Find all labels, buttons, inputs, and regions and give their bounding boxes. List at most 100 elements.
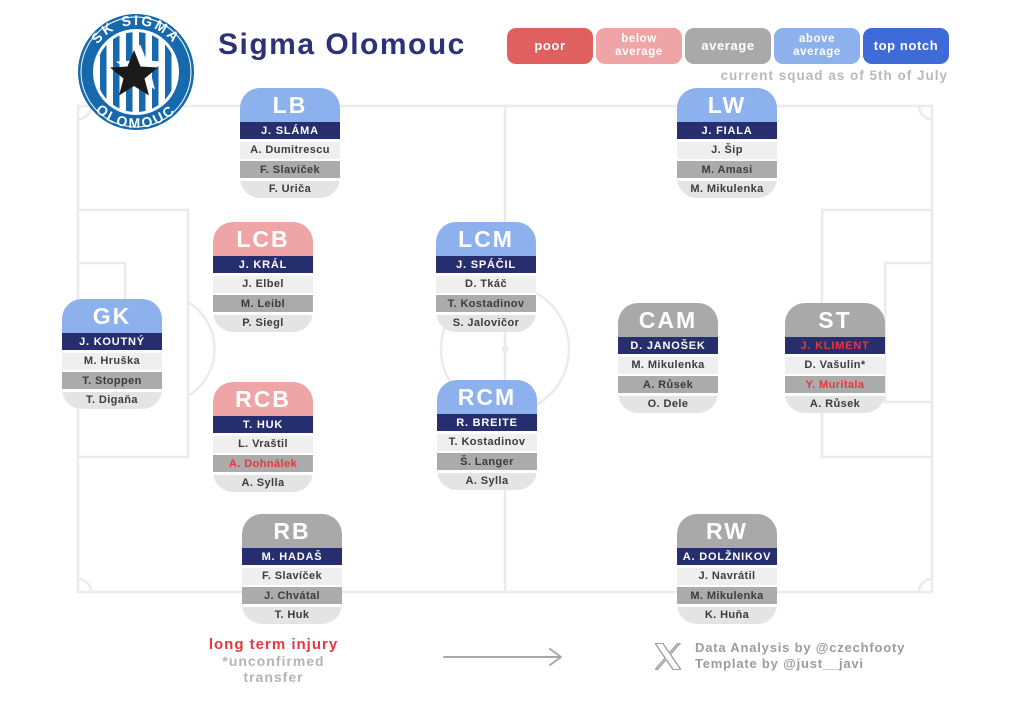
player-name: A. DOLŽNIKOV <box>682 550 772 563</box>
player-name: M. Amasi <box>701 163 753 176</box>
player-name: M. HADAŠ <box>261 550 323 563</box>
player-row: O. Dele <box>618 395 718 413</box>
player-list: J. KOUTNÝ M. Hruška T. Stoppen T. Digaňa <box>62 333 162 409</box>
center-spot <box>501 345 509 353</box>
player-name: T. Stoppen <box>82 374 142 387</box>
player-name: T. Kostadinov <box>447 297 525 310</box>
player-row: A. DOLŽNIKOV <box>677 548 777 565</box>
credit-line-analysis: Data Analysis by @czechfooty <box>695 640 906 655</box>
player-row: Y. Muritala <box>785 376 885 393</box>
x-logo-icon <box>655 642 681 670</box>
credit-text: Data Analysis by @czechfooty Template by… <box>695 640 905 673</box>
squad-date-note: current squad as of 5th of July <box>720 68 948 83</box>
position-code: RW <box>677 514 777 548</box>
player-row: D. JANOŠEK <box>618 337 718 354</box>
player-name: J. Navrátil <box>698 570 756 582</box>
player-list: J. FIALA J. Šip M. Amasi M. Mikulenka <box>677 122 777 198</box>
player-row: F. Slaviček <box>240 161 340 178</box>
position-card-rb: RB M. HADAŠ F. Slavíček J. Chvátal T. Hu… <box>242 514 342 624</box>
player-name: A. Sylla <box>465 475 509 487</box>
player-name: O. Dele <box>647 398 689 410</box>
player-row: J. KLIMENT <box>785 337 885 354</box>
player-row: M. HADAŠ <box>242 548 342 565</box>
legend-pill-average: average <box>685 28 771 64</box>
player-row: T. HUK <box>213 416 313 433</box>
player-name: J. FIALA <box>701 124 753 137</box>
legend-pill-above-average: above average <box>774 28 860 64</box>
player-row: J. KRÁL <box>213 256 313 273</box>
player-list: A. DOLŽNIKOV J. Navrátil M. Mikulenka K.… <box>677 548 777 624</box>
transfer-legend-note: *unconfirmed transfer <box>222 653 325 685</box>
player-list: J. SLÁMA A. Dumitrescu F. Slaviček F. Ur… <box>240 122 340 198</box>
position-card-lw: LW J. FIALA J. Šip M. Amasi M. Mikulenka <box>677 88 777 198</box>
page-title: Sigma Olomouc <box>218 28 466 61</box>
player-name: J. KRÁL <box>238 258 288 271</box>
player-list: J. KRÁL J. Elbel M. Leibl P. Siegl <box>213 256 313 332</box>
player-list: J. SPÁČIL D. Tkáč T. Kostadinov S. Jalov… <box>436 256 536 332</box>
position-code: RB <box>242 514 342 548</box>
position-code: LCM <box>436 222 536 256</box>
player-name: M. Mikulenka <box>631 359 705 371</box>
position-card-rw: RW A. DOLŽNIKOV J. Navrátil M. Mikulenka… <box>677 514 777 624</box>
player-name: J. KOUTNÝ <box>79 335 145 348</box>
player-row: T. Huk <box>242 606 342 624</box>
credits: Data Analysis by @czechfooty Template by… <box>655 640 905 673</box>
player-row: F. Uriča <box>240 180 340 198</box>
player-name: R. BREITE <box>456 416 518 429</box>
position-card-rcb: RCB T. HUK L. Vraštil A. Dohnálek A. Syl… <box>213 382 313 492</box>
position-card-lb: LB J. SLÁMA A. Dumitrescu F. Slaviček F.… <box>240 88 340 198</box>
player-row: M. Mikulenka <box>618 356 718 374</box>
position-card-cam: CAM D. JANOŠEK M. Mikulenka A. Růsek O. … <box>618 303 718 413</box>
player-row: Š. Langer <box>437 453 537 470</box>
player-name: J. SPÁČIL <box>456 258 516 271</box>
player-name: Š. Langer <box>460 455 514 468</box>
player-name: F. Uriča <box>268 183 312 195</box>
player-name: J. KLIMENT <box>800 339 870 352</box>
position-code: ST <box>785 303 885 337</box>
player-list: D. JANOŠEK M. Mikulenka A. Růsek O. Dele <box>618 337 718 413</box>
player-row: J. KOUTNÝ <box>62 333 162 350</box>
player-name: K. Huňa <box>704 609 750 621</box>
player-name: Y. Muritala <box>805 378 865 391</box>
position-code: LW <box>677 88 777 122</box>
player-row: T. Kostadinov <box>436 295 536 312</box>
player-name: D. JANOŠEK <box>630 339 706 352</box>
player-row: T. Digaňa <box>62 391 162 409</box>
player-name: J. SLÁMA <box>261 124 319 137</box>
player-row: J. Elbel <box>213 275 313 293</box>
player-list: J. KLIMENT D. Vašulin* Y. Muritala A. Rů… <box>785 337 885 413</box>
player-row: S. Jalovičor <box>436 314 536 332</box>
player-name: F. Slaviček <box>259 163 321 176</box>
injury-legend-note: long term injury <box>208 636 339 653</box>
player-row: A. Sylla <box>213 474 313 492</box>
club-crest-icon: SK SIGMA OLOMOUC <box>78 12 194 131</box>
position-code: RCM <box>437 380 537 414</box>
player-name: T. Digaňa <box>86 394 138 406</box>
player-list: T. HUK L. Vraštil A. Dohnálek A. Sylla <box>213 416 313 492</box>
credit-line-template: Template by @just__javi <box>695 656 864 672</box>
position-code: LB <box>240 88 340 122</box>
player-row: J. Šip <box>677 141 777 159</box>
player-name: J. Elbel <box>242 278 284 290</box>
legend-pill-poor: poor <box>507 28 593 64</box>
legend-pill-top-notch: top notch <box>863 28 949 64</box>
player-name: D. Tkáč <box>465 278 507 290</box>
player-row: D. Vašulin* <box>785 356 885 374</box>
player-name: D. Vašulin* <box>804 359 866 371</box>
player-list: R. BREITE T. Kostadinov Š. Langer A. Syl… <box>437 414 537 490</box>
player-row: J. Navrátil <box>677 567 777 585</box>
player-row: J. SLÁMA <box>240 122 340 139</box>
player-name: T. Kostadinov <box>448 436 526 448</box>
position-code: LCB <box>213 222 313 256</box>
player-row: J. FIALA <box>677 122 777 139</box>
position-card-lcb: LCB J. KRÁL J. Elbel M. Leibl P. Siegl <box>213 222 313 332</box>
player-name: M. Mikulenka <box>690 183 764 195</box>
player-name: S. Jalovičor <box>452 317 520 329</box>
player-row: J. Chvátal <box>242 587 342 604</box>
player-row: A. Dohnálek <box>213 455 313 472</box>
player-row: M. Hruška <box>62 352 162 370</box>
player-row: A. Růsek <box>785 395 885 413</box>
player-name: F. Slavíček <box>261 570 323 582</box>
player-name: M. Hruška <box>83 355 141 367</box>
player-row: A. Růsek <box>618 376 718 393</box>
